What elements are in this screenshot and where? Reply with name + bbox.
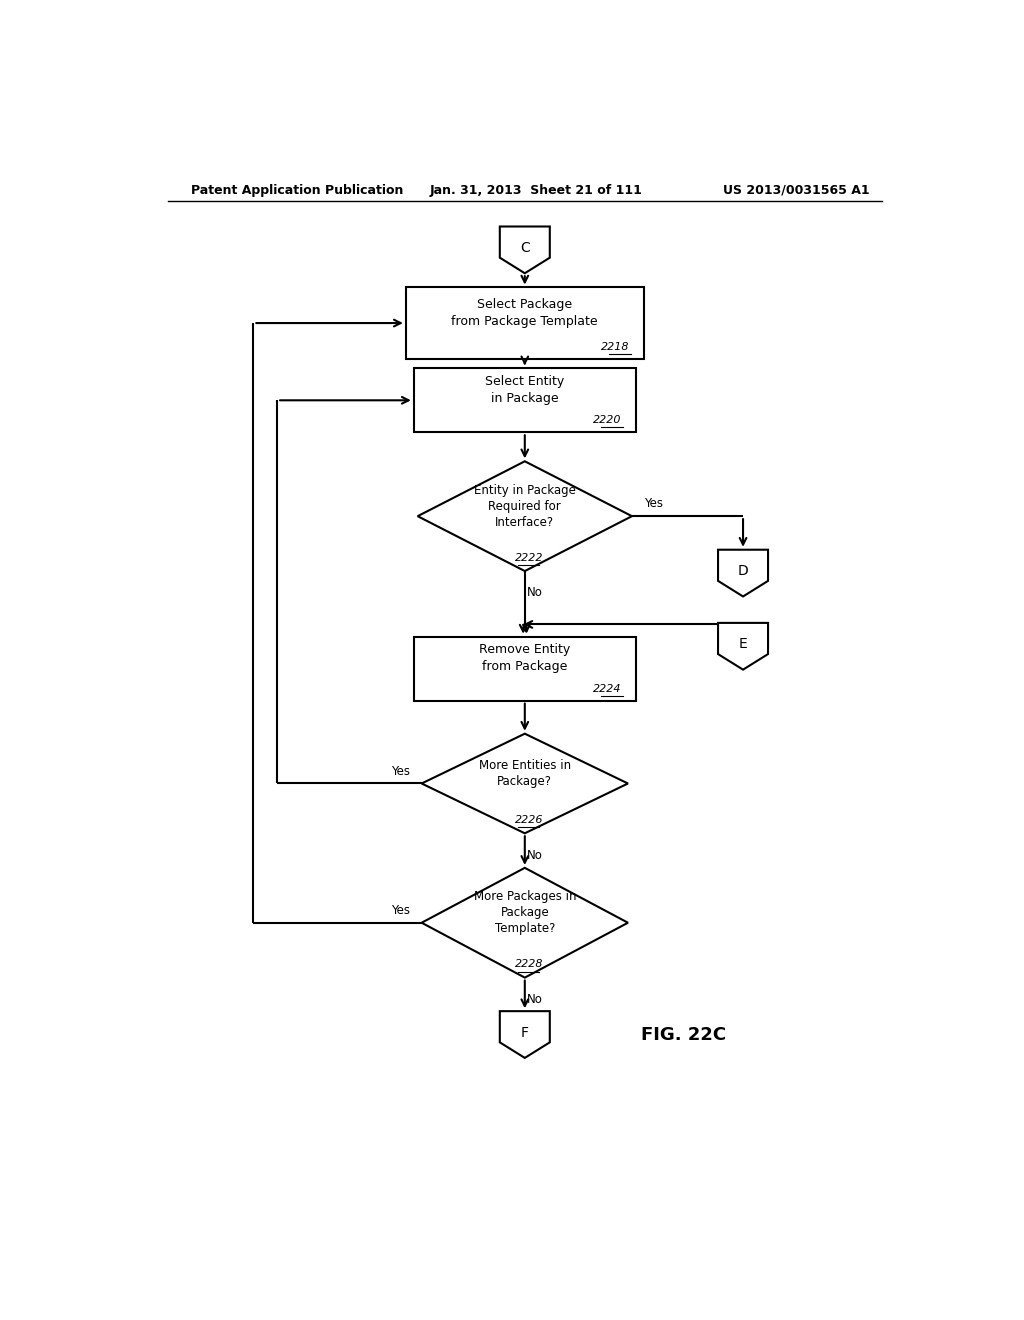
Text: 2220: 2220 (593, 416, 622, 425)
Polygon shape (718, 549, 768, 597)
Text: Select Package
from Package Template: Select Package from Package Template (452, 298, 598, 327)
Bar (406, 288, 644, 359)
Text: F: F (521, 1026, 528, 1040)
Text: 2224: 2224 (593, 684, 622, 693)
Text: Yes: Yes (644, 498, 663, 511)
Polygon shape (422, 734, 628, 833)
Text: 2228: 2228 (514, 960, 543, 969)
Text: No: No (526, 586, 543, 599)
Text: Yes: Yes (391, 904, 410, 917)
Text: C: C (520, 240, 529, 255)
Text: E: E (738, 638, 748, 651)
Text: 2222: 2222 (514, 553, 543, 562)
Text: US 2013/0031565 A1: US 2013/0031565 A1 (723, 183, 869, 197)
Text: FIG. 22C: FIG. 22C (641, 1026, 726, 1044)
Polygon shape (718, 623, 768, 669)
Polygon shape (500, 1011, 550, 1057)
Polygon shape (500, 227, 550, 273)
Text: D: D (737, 564, 749, 578)
Text: Patent Application Publication: Patent Application Publication (191, 183, 403, 197)
Text: 2226: 2226 (514, 816, 543, 825)
Text: Yes: Yes (391, 764, 410, 777)
Text: Remove Entity
from Package: Remove Entity from Package (479, 643, 570, 673)
Text: Jan. 31, 2013  Sheet 21 of 111: Jan. 31, 2013 Sheet 21 of 111 (430, 183, 642, 197)
Text: No: No (526, 849, 543, 862)
Text: Select Entity
in Package: Select Entity in Package (485, 375, 564, 405)
Text: More Entities in
Package?: More Entities in Package? (479, 759, 570, 788)
Text: 2218: 2218 (601, 342, 630, 351)
Text: Entity in Package
Required for
Interface?: Entity in Package Required for Interface… (474, 483, 575, 528)
Polygon shape (418, 461, 632, 572)
Bar (414, 636, 636, 701)
Text: No: No (526, 993, 543, 1006)
Polygon shape (422, 867, 628, 978)
Bar (414, 368, 636, 433)
Text: More Packages in
Package
Template?: More Packages in Package Template? (473, 890, 577, 935)
